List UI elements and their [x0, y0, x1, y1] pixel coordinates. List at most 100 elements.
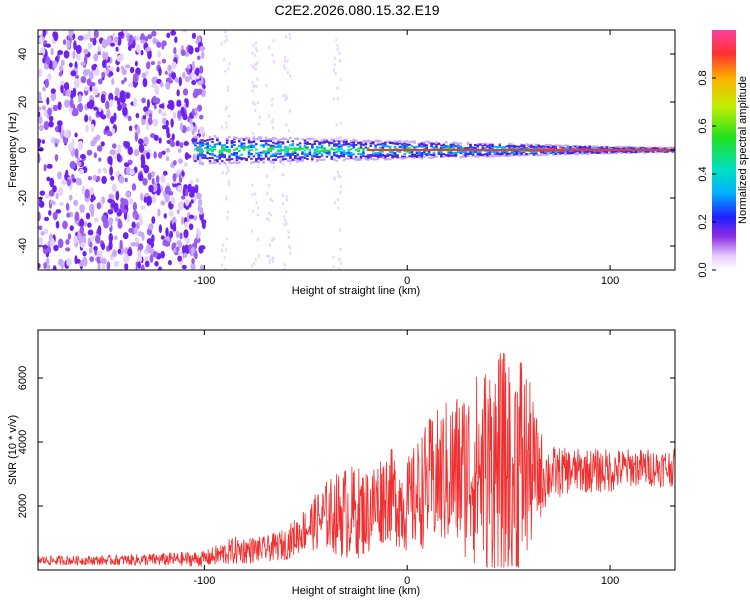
- noise-cell: [110, 175, 115, 181]
- noise-cell: [58, 186, 64, 197]
- signal-cell: [403, 155, 407, 158]
- streak-cell: [271, 118, 274, 122]
- signal-cell: [286, 139, 290, 142]
- signal-cell: [615, 152, 618, 155]
- streak-cell: [269, 161, 272, 165]
- signal-cell: [376, 158, 380, 161]
- noise-cell: [97, 225, 102, 236]
- signal-cell: [242, 138, 246, 141]
- signal-cell: [491, 155, 494, 158]
- signal-cell: [420, 142, 424, 145]
- streak-cell: [288, 244, 291, 248]
- signal-cell: [444, 154, 448, 157]
- signal-cell: [440, 151, 443, 154]
- signal-cell: [286, 159, 290, 162]
- signal-cell: [371, 158, 375, 161]
- signal-cell: [345, 152, 348, 155]
- signal-cell: [213, 162, 217, 165]
- noise-cell: [121, 209, 128, 214]
- noise-cell: [177, 201, 184, 210]
- signal-cell: [393, 146, 397, 149]
- noise-cell: [89, 241, 93, 248]
- spectrogram-xlabel: Height of straight line (km): [292, 285, 420, 297]
- signal-cell: [464, 147, 467, 150]
- noise-cell: [150, 61, 156, 66]
- signal-cell: [199, 162, 202, 165]
- noise-cell: [125, 191, 131, 198]
- signal-cell: [276, 143, 280, 146]
- streak-cell: [226, 125, 229, 129]
- noise-cell: [43, 109, 49, 117]
- signal-cell: [413, 141, 416, 144]
- noise-cell: [147, 49, 152, 60]
- noise-cell: [101, 59, 107, 69]
- noise-cell: [96, 202, 102, 210]
- noise-cell: [110, 202, 116, 208]
- signal-cell: [269, 140, 273, 143]
- signal-cell: [498, 153, 502, 156]
- noise-cell: [111, 143, 117, 149]
- signal-cell: [294, 148, 297, 151]
- signal-cell: [272, 137, 275, 140]
- noise-cell: [170, 30, 177, 36]
- signal-cell: [276, 156, 280, 159]
- signal-cell: [359, 158, 363, 161]
- noise-cell: [196, 192, 202, 200]
- signal-cell: [255, 152, 258, 155]
- streak-cell: [282, 162, 285, 166]
- signal-cell: [350, 141, 353, 144]
- signal-cell: [542, 151, 545, 154]
- signal-cell: [442, 153, 446, 156]
- signal-cell: [211, 161, 214, 164]
- signal-cell: [289, 153, 292, 156]
- signal-cell: [610, 147, 613, 150]
- streak-cell: [271, 97, 274, 101]
- signal-cell: [408, 151, 411, 154]
- signal-cell: [608, 145, 611, 148]
- signal-cell: [510, 147, 514, 150]
- noise-cell: [197, 80, 203, 86]
- noise-cell: [85, 69, 91, 74]
- signal-cell: [440, 150, 443, 153]
- signal-cell: [352, 144, 355, 147]
- streak-cell: [284, 98, 287, 102]
- signal-cell: [252, 144, 256, 147]
- signal-cell: [332, 151, 336, 154]
- noise-cell: [101, 242, 106, 251]
- signal-cell: [581, 152, 584, 155]
- noise-cell: [124, 177, 128, 183]
- streak-cell: [336, 86, 339, 90]
- noise-cell: [109, 166, 113, 176]
- signal-cell: [291, 158, 295, 161]
- noise-cell: [117, 143, 122, 154]
- signal-cell: [335, 147, 338, 150]
- signal-cell: [367, 140, 370, 143]
- noise-cell: [183, 161, 188, 168]
- noise-cell: [167, 64, 172, 71]
- signal-cell: [328, 142, 331, 145]
- signal-cell: [430, 157, 433, 160]
- noise-cell: [87, 175, 93, 181]
- streak-cell: [282, 202, 285, 206]
- noise-cell: [44, 78, 50, 89]
- signal-cell: [449, 154, 453, 157]
- signal-cell: [418, 156, 421, 159]
- streak-cell: [255, 41, 258, 45]
- signal-cell: [233, 141, 236, 144]
- signal-cell: [337, 156, 341, 159]
- noise-cell: [157, 60, 161, 66]
- signal-cell: [247, 139, 251, 142]
- signal-cell: [250, 157, 253, 160]
- signal-cell: [269, 144, 273, 147]
- noise-cell: [182, 113, 188, 121]
- signal-cell: [340, 154, 343, 157]
- noise-cell: [127, 44, 132, 52]
- signal-cell: [233, 144, 236, 147]
- signal-cell: [393, 153, 397, 156]
- streak-cell: [268, 114, 271, 118]
- signal-cell: [320, 154, 324, 157]
- signal-cell: [286, 154, 290, 157]
- signal-cell: [666, 150, 669, 153]
